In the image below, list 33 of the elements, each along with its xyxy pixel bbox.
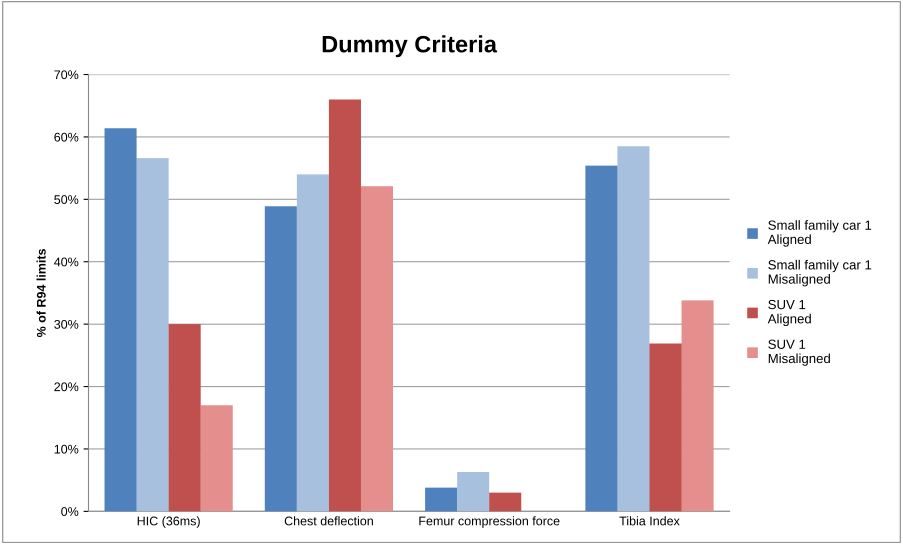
bar	[296, 174, 329, 512]
bar	[617, 146, 650, 512]
y-tick-label: 50%	[54, 195, 78, 204]
bar	[585, 166, 618, 512]
y-tick-label: 10%	[54, 444, 78, 454]
legend-label: SUV 1 Aligned	[768, 300, 811, 326]
y-tick-label: 0%	[61, 507, 78, 516]
bar	[328, 99, 361, 512]
y-tick-label: 30%	[54, 320, 78, 329]
bar	[649, 343, 682, 512]
y-axis-title: % of R94 limits	[36, 249, 46, 338]
x-tick-label: Femur compression force	[419, 516, 560, 528]
bar	[457, 472, 490, 512]
bar	[489, 492, 522, 512]
y-tick-label: 20%	[54, 382, 78, 392]
x-tick-label: HIC (36ms)	[138, 516, 200, 528]
bar	[168, 324, 201, 512]
chart-title: Dummy Criteria	[322, 35, 498, 58]
bar	[360, 186, 394, 512]
bar	[425, 488, 458, 512]
x-tick-label: Tibia Index	[619, 516, 680, 526]
legend-label: Small family car 1 Misaligned	[768, 260, 872, 286]
bar	[104, 128, 137, 512]
x-tick-label: Chest deflection	[284, 516, 373, 526]
bar	[264, 206, 297, 512]
y-tick-label: 70%	[54, 70, 78, 80]
y-tick-label: 40%	[54, 258, 78, 266]
bar	[682, 300, 714, 512]
legend-label: SUV 1 Misaligned	[768, 340, 830, 366]
y-tick-label: 60%	[54, 132, 78, 142]
bar	[200, 405, 233, 512]
legend-label: Small family car 1 Aligned	[768, 220, 872, 247]
bar	[136, 158, 169, 512]
